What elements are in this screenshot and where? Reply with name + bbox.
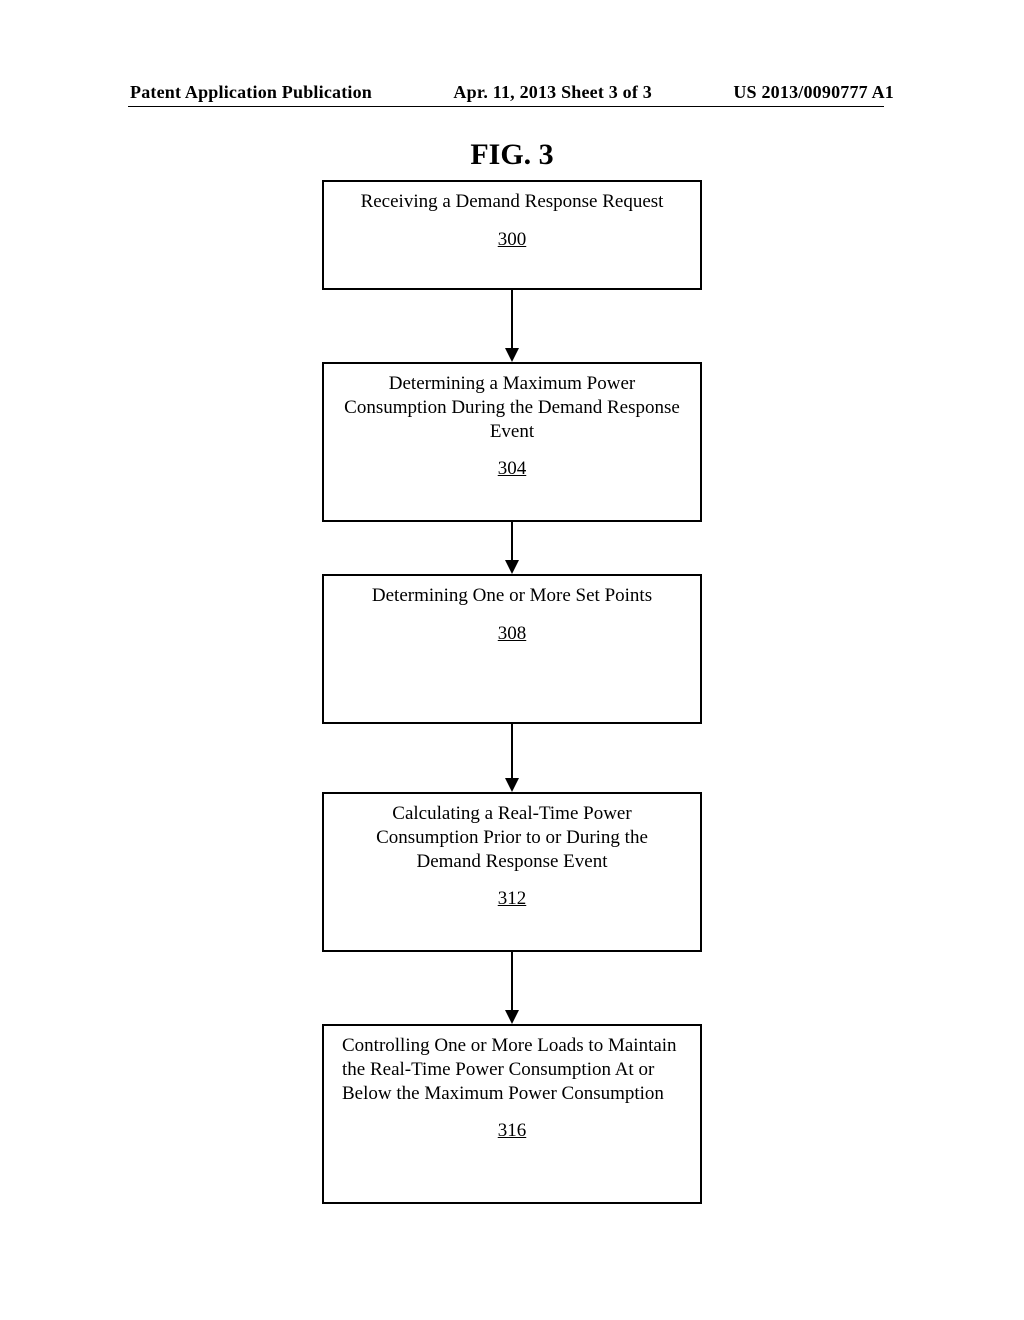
flow-node-ref: 316 — [342, 1119, 682, 1143]
flow-node-ref: 304 — [342, 457, 682, 481]
flow-node: Determining a Maximum Power Consumption … — [322, 362, 702, 522]
flow-node-text: Controlling One or More Loads to Maintai… — [342, 1034, 682, 1105]
figure-title: FIG. 3 — [0, 138, 1024, 172]
flow-node-ref: 300 — [342, 228, 682, 252]
header-center: Apr. 11, 2013 Sheet 3 of 3 — [453, 82, 652, 103]
flow-node: Controlling One or More Loads to Maintai… — [322, 1024, 702, 1204]
flow-node: Determining One or More Set Points 308 — [322, 574, 702, 724]
page: Patent Application Publication Apr. 11, … — [0, 0, 1024, 1320]
flow-arrow — [322, 290, 702, 362]
header-right: US 2013/0090777 A1 — [733, 82, 894, 103]
flow-node: Receiving a Demand Response Request 300 — [322, 180, 702, 290]
flow-node-ref: 308 — [342, 622, 682, 646]
flow-node-text: Determining One or More Set Points — [342, 584, 682, 608]
flow-arrow — [322, 724, 702, 792]
header-rule — [128, 106, 884, 107]
flowchart: Receiving a Demand Response Request 300 De… — [322, 180, 702, 1204]
header-left: Patent Application Publication — [130, 82, 372, 103]
flow-node-text: Determining a Maximum Power Consumption … — [342, 372, 682, 443]
flow-node-text: Receiving a Demand Response Request — [342, 190, 682, 214]
flow-node: Calculating a Real-Time Power Consumptio… — [322, 792, 702, 952]
flow-arrow — [322, 952, 702, 1024]
flow-node-text: Calculating a Real-Time Power Consumptio… — [342, 802, 682, 873]
flow-node-ref: 312 — [342, 887, 682, 911]
flow-arrow — [322, 522, 702, 574]
page-header: Patent Application Publication Apr. 11, … — [0, 82, 1024, 103]
